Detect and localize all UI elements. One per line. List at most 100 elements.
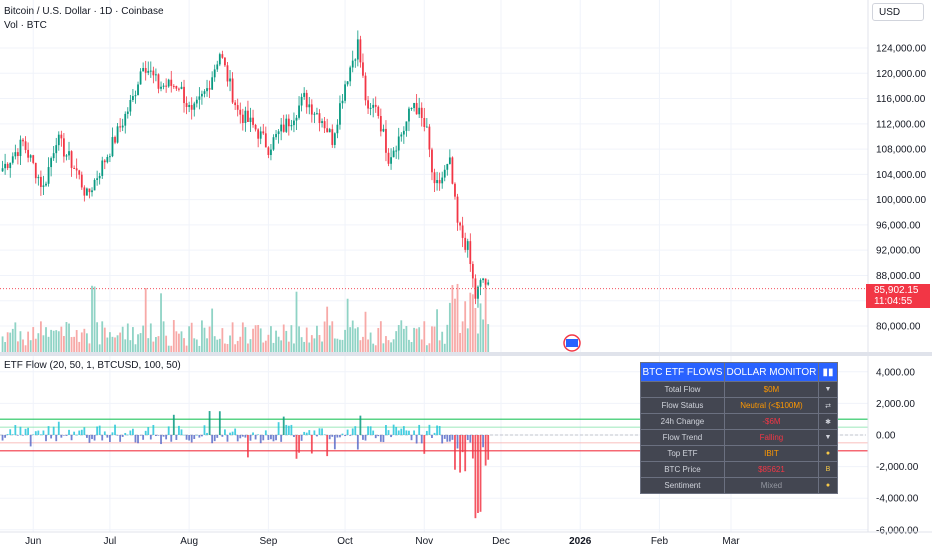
flow-bar [98, 425, 101, 435]
flow-bar [27, 427, 30, 435]
volume-bar [63, 336, 65, 352]
candle-body [367, 100, 369, 109]
currency-button[interactable]: USD [872, 3, 924, 21]
volume-bar [132, 327, 134, 352]
volume-bar [178, 333, 180, 352]
candle-body [280, 124, 283, 132]
row-value: IBIT [723, 445, 820, 462]
volume-bar [114, 337, 116, 352]
candle-body [213, 69, 216, 78]
volume-bar [356, 327, 359, 352]
table-row: Top ETF IBIT ● [640, 445, 838, 462]
volume-bar [346, 298, 349, 352]
volume-bar [111, 336, 114, 352]
flow-bar [390, 435, 392, 438]
indicator-label[interactable]: ETF Flow (20, 50, 1, BTCUSD, 100, 50) [4, 360, 181, 371]
flow-bar [29, 435, 32, 447]
candle-body [83, 187, 86, 196]
table-row: 24h Change -$6M ✱ [640, 413, 838, 430]
flow-bar [188, 435, 191, 441]
volume-bar [126, 323, 129, 352]
candle-body [80, 174, 83, 188]
flow-bar [142, 435, 145, 440]
candle-body [42, 185, 45, 187]
candle-body [208, 88, 211, 90]
coin-icon: ● [818, 445, 838, 462]
volume-bar [162, 321, 165, 352]
candle-body [402, 130, 405, 135]
volume-bar [155, 337, 157, 352]
candle-body [16, 152, 19, 157]
volume-bar [116, 335, 119, 352]
flow-bar [32, 434, 35, 436]
x-tick-label: Aug [180, 536, 198, 547]
candle-body [369, 107, 372, 109]
volume-bar [267, 334, 270, 352]
flow-bar [446, 435, 449, 442]
flow-bar [333, 435, 336, 450]
volume-bar [341, 339, 344, 352]
volume-bar [42, 335, 45, 352]
flow-bar [349, 435, 352, 436]
flow-bar [139, 435, 142, 436]
flow-bar [374, 435, 377, 439]
candle-body [395, 150, 398, 152]
flow-bar [109, 435, 111, 443]
volume-bar [55, 330, 58, 352]
flow-bar [247, 435, 249, 458]
table-row: Sentiment Mixed ● [640, 477, 838, 494]
candle-body [103, 160, 106, 163]
candle-body [34, 162, 37, 179]
volume-bar [19, 331, 22, 352]
volume-bar [471, 294, 474, 352]
flow-bar [339, 435, 341, 438]
candle-body [454, 183, 456, 197]
candle-body [431, 149, 433, 173]
volume-bar [203, 327, 206, 352]
flow-bar [4, 435, 7, 438]
volume-bar [392, 339, 395, 352]
candle-body [73, 167, 76, 169]
table-row: Flow Trend Falling ▼ [640, 429, 838, 446]
candle-body [318, 113, 321, 124]
candle-body [331, 129, 334, 145]
flow-bar [211, 435, 214, 444]
flow-bar [111, 432, 114, 435]
flow-bar [1, 435, 4, 441]
volume-bar [397, 325, 400, 352]
flow-bar [346, 429, 349, 435]
volume-bar [165, 335, 168, 352]
volume-bar [293, 343, 295, 352]
volume-bar [190, 322, 193, 352]
volume-bar [354, 328, 357, 352]
candle-body [351, 60, 354, 68]
candle-body [86, 188, 88, 196]
flow-bar [287, 425, 290, 435]
flow-bar [221, 435, 224, 437]
volume-bar [351, 320, 354, 352]
flow-bar [16, 435, 19, 436]
flow-bar [415, 435, 418, 444]
flow-bar [119, 435, 122, 442]
candle-body [267, 147, 270, 156]
candle-body [45, 183, 47, 186]
candle-body [290, 125, 293, 127]
flow-bar [239, 435, 242, 439]
volume-bar [213, 336, 216, 352]
y-tick-label: 88,000.00 [876, 271, 921, 282]
volume-bar [52, 330, 55, 352]
candle-body [190, 105, 193, 110]
volume-bar [402, 328, 405, 352]
candle-body [19, 139, 22, 157]
candle-body [257, 129, 260, 139]
volume-bar [328, 325, 331, 352]
volume-bar [374, 345, 377, 352]
candle-body [134, 95, 137, 97]
volume-bar [39, 321, 42, 352]
flow-bar [93, 435, 96, 441]
candle-body [231, 78, 234, 103]
volume-bar [464, 301, 467, 352]
volume-bar [98, 344, 101, 352]
flow-bar [487, 435, 490, 460]
flow-bar [474, 435, 477, 519]
